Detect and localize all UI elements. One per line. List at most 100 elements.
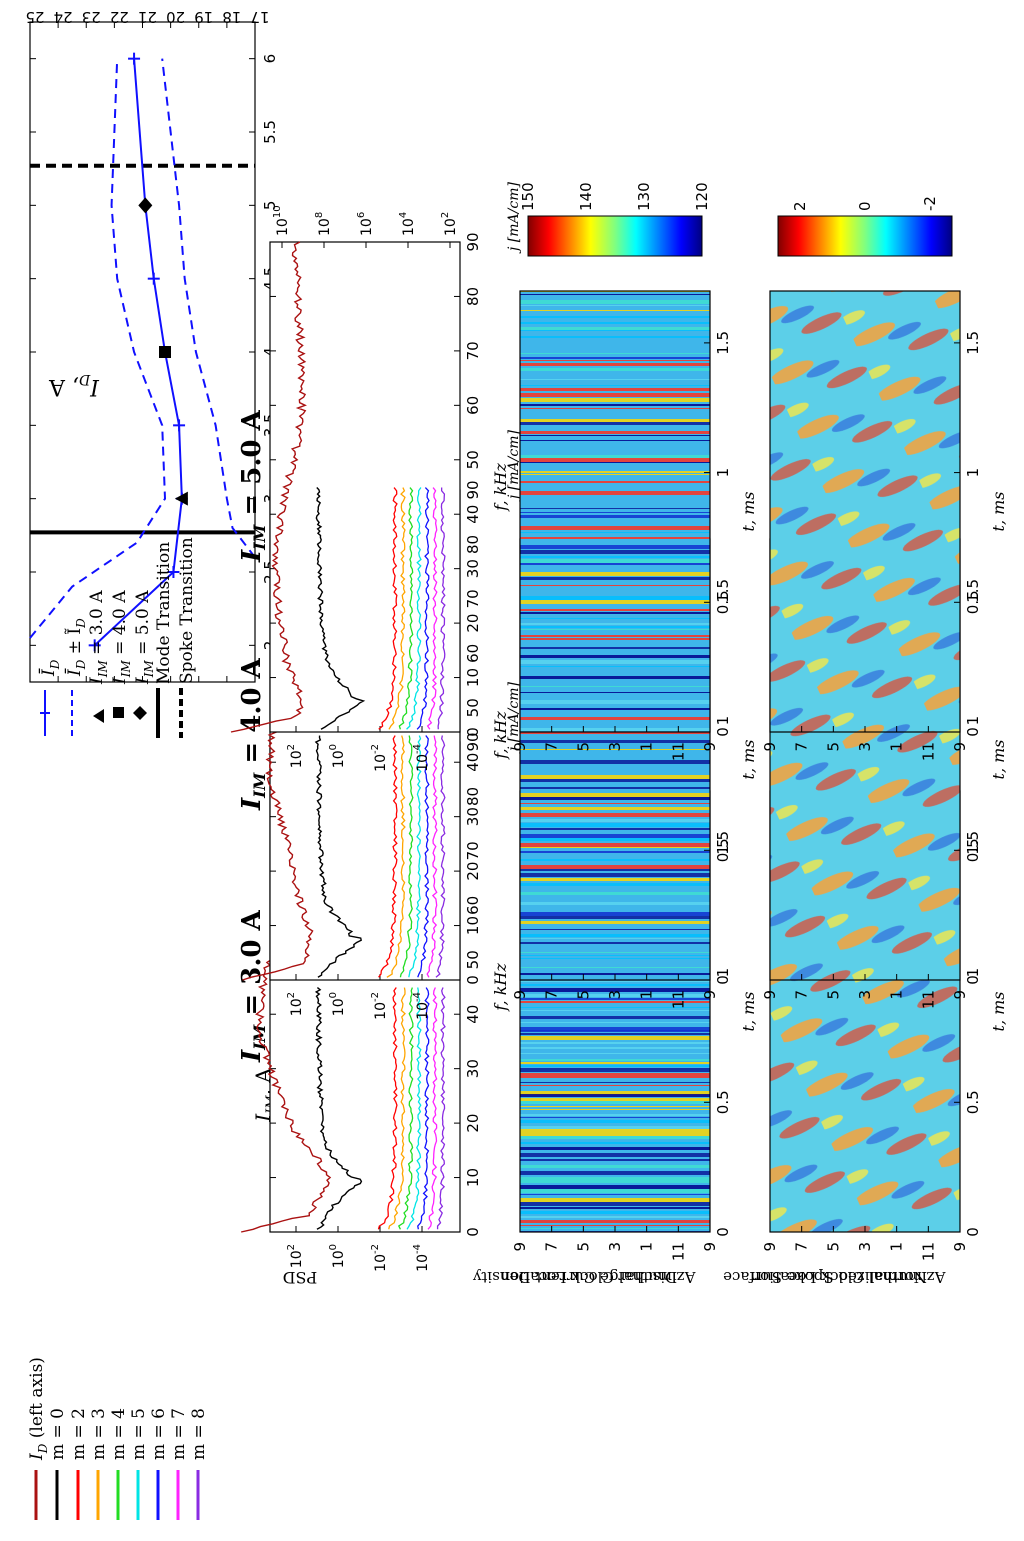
- current-stripe: [520, 1153, 710, 1157]
- current-stripe: [520, 585, 710, 586]
- legend-psd-label: m = 6: [149, 1408, 169, 1460]
- psd-xlabel: f, kHz: [491, 463, 510, 512]
- current-stripe: [520, 1216, 710, 1218]
- map-time-tick-label: 0.5: [964, 1090, 982, 1114]
- current-stripe: [520, 797, 710, 800]
- legend-top-label: ĪD ± ĨD: [64, 618, 88, 677]
- spoke-ylabel: Normalized Spoke Surface: [723, 1268, 927, 1286]
- psd-xtick-label: 80: [464, 287, 482, 306]
- current-ylabel-2: Azimuthal Clock Location: [500, 1268, 696, 1286]
- map-time-tick-label: 1: [964, 716, 982, 726]
- psd-left-tick-label: 10-4: [412, 992, 431, 1020]
- current-stripe: [520, 440, 710, 441]
- current-stripe: [520, 869, 710, 871]
- psd-right-tick-label: 1010: [272, 205, 291, 236]
- psd-xtick-label: 90: [464, 232, 482, 251]
- current-stripe: [520, 515, 710, 518]
- current-stripe: [520, 577, 710, 580]
- current-stripe: [520, 740, 710, 743]
- current-stripe: [520, 929, 710, 930]
- current-stripe: [520, 647, 710, 649]
- map-time-tick-label: 0.5: [714, 1090, 732, 1114]
- current-stripe: [520, 660, 710, 664]
- current-stripe: [520, 1165, 710, 1168]
- current-stripe: [520, 1220, 710, 1223]
- current-stripe: [520, 952, 710, 953]
- map-clock-tick-label: 5: [824, 742, 842, 752]
- current-stripe: [520, 435, 710, 436]
- psd-ylabel: PSD: [283, 1268, 318, 1287]
- current-stripe: [520, 1016, 710, 1019]
- marker-square: [159, 346, 171, 358]
- current-stripe: [520, 1053, 710, 1054]
- map-time-tick-label: 1: [964, 468, 982, 478]
- current-stripe: [520, 828, 710, 830]
- current-stripe: [520, 1171, 710, 1175]
- current-stripe: [520, 1211, 710, 1214]
- current-stripe: [520, 1062, 710, 1064]
- psd-left-tick-label: 100: [328, 744, 347, 768]
- map-clock-tick-label: 1: [888, 990, 906, 1000]
- current-stripe: [520, 572, 710, 576]
- map-clock-tick-label: 7: [543, 1242, 561, 1252]
- current-stripe: [520, 958, 710, 959]
- map-clock-tick-label: 11: [919, 1242, 937, 1261]
- current-stripe: [520, 408, 710, 409]
- current-cbar-label: j [mA/cm]: [506, 182, 522, 254]
- current-stripe: [520, 1082, 710, 1083]
- top-chart-frame: [29, 21, 256, 683]
- psd-xlabel: f, kHz: [491, 963, 510, 1012]
- psd-xtick-label: 70: [464, 589, 482, 608]
- top-xtick-label: 5.5: [261, 120, 279, 144]
- current-stripe: [520, 532, 710, 533]
- current-stripe: [520, 1207, 710, 1209]
- current-stripe: [520, 717, 710, 720]
- psd-xtick-label: 0: [464, 975, 482, 985]
- map-clock-tick-label: 11: [919, 742, 937, 761]
- psd-trace-mode: [378, 487, 398, 730]
- psd-xtick-label: 60: [464, 644, 482, 663]
- top-ytick-label: 24: [54, 8, 73, 26]
- current-stripe: [520, 471, 710, 473]
- psd-xtick-label: 90: [464, 732, 482, 751]
- top-ytick-label: 20: [166, 8, 185, 26]
- current-stripe: [520, 813, 710, 817]
- legend-triangle-marker: [93, 709, 104, 723]
- current-stripe: [520, 458, 710, 462]
- band-line: [29, 58, 167, 639]
- current-stripe: [520, 1085, 710, 1086]
- current-stripe: [520, 612, 710, 614]
- psd-trace-mode: [398, 487, 414, 730]
- current-stripe: [520, 526, 710, 530]
- mean-line: [94, 58, 183, 647]
- map-clock-tick-label: 11: [669, 1242, 687, 1261]
- current-cbar-tick: 140: [577, 182, 595, 211]
- current-stripe: [520, 545, 710, 549]
- psd-trace-mode: [397, 987, 414, 1230]
- current-stripe: [520, 1042, 710, 1044]
- map-xlabel: t, ms: [989, 740, 1008, 780]
- current-stripe: [520, 1159, 710, 1161]
- current-stripe: [520, 393, 710, 397]
- current-stripe: [520, 1068, 710, 1072]
- current-stripe: [520, 873, 710, 877]
- current-stripe: [520, 916, 710, 919]
- current-stripe: [520, 994, 710, 997]
- current-stripe: [520, 1136, 710, 1139]
- map-time-tick-label: 0.5: [714, 590, 732, 614]
- map-clock-tick-label: 11: [919, 990, 937, 1009]
- map-clock-tick-label: 3: [606, 742, 624, 752]
- map-time-tick-label: 1.5: [964, 331, 982, 355]
- map-time-tick-label: 0: [714, 975, 732, 985]
- current-stripe: [520, 398, 710, 402]
- current-stripe: [520, 363, 710, 366]
- current-stripe: [520, 305, 710, 306]
- current-stripe: [520, 1065, 710, 1067]
- psd-trace-mode: [388, 987, 406, 1230]
- map-xlabel: t, ms: [739, 740, 758, 780]
- current-stripe: [520, 912, 710, 916]
- current-stripe: [520, 686, 710, 687]
- current-stripe: [520, 635, 710, 637]
- current-stripe: [520, 600, 710, 604]
- map-time-tick-label: 0.5: [964, 838, 982, 862]
